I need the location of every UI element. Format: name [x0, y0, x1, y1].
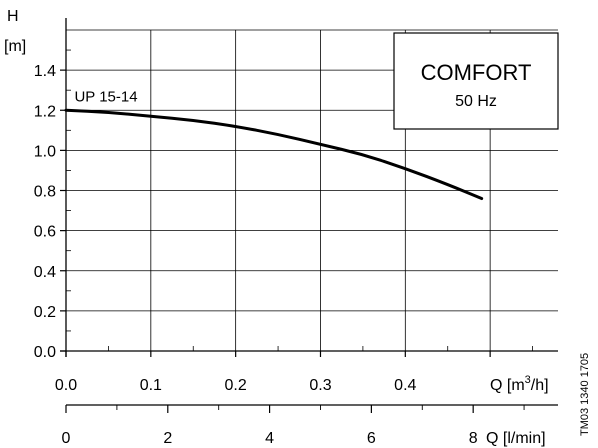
legend-box-frame — [393, 32, 559, 130]
axes — [60, 18, 558, 357]
x-axis-label-suffix: /h] — [531, 377, 549, 394]
series-label-up-15-14: UP 15-14 — [74, 88, 137, 105]
y-tick-label: 1.2 — [34, 103, 56, 120]
x-tick-label: 0.0 — [55, 377, 77, 394]
y-tick-label: 0.2 — [34, 304, 56, 321]
y-tick-label: 0.8 — [34, 184, 56, 201]
legend-box-title: COMFORT — [421, 60, 532, 85]
y-tick-label: 1.4 — [34, 63, 56, 80]
x-tick-labels: 0.0 0.1 0.2 0.3 0.4 — [55, 377, 417, 394]
y-tick-label: 0.6 — [34, 224, 56, 241]
x-axis-label-flow: Q [m3/h] — [490, 374, 549, 394]
x2-tick-label: 6 — [367, 430, 376, 447]
x-axis-label-sup: 3 — [525, 374, 531, 386]
series-line-up-15-14 — [64, 108, 484, 201]
x-tick-label: 0.2 — [225, 377, 247, 394]
y-tick-label: 0.4 — [34, 264, 56, 281]
x2-tick-label: 0 — [62, 430, 71, 447]
y-tick-labels: 0.0 0.2 0.4 0.6 0.8 1.0 1.2 1.4 — [34, 63, 56, 361]
y-tick-label: 1.0 — [34, 143, 56, 160]
legend-box-subtitle: 50 Hz — [455, 93, 497, 110]
x-tick-label: 0.4 — [394, 377, 416, 394]
minor-ticks — [66, 49, 533, 351]
x2-axis-label: Q [l/min] — [486, 430, 546, 447]
y-axis-label-unit: [m] — [4, 38, 26, 55]
x-tick-label: 0.1 — [140, 377, 162, 394]
watermark-text: TM03 1340 1705 — [579, 353, 591, 436]
legend-box: COMFORT 50 Hz — [393, 32, 559, 130]
x2-tick-label: 2 — [163, 430, 172, 447]
grid-lines — [66, 29, 558, 351]
y-axis-label-h: H — [7, 8, 19, 25]
x2-tick-label: 8 — [469, 430, 478, 447]
x-tick-label: 0.3 — [309, 377, 331, 394]
series-lines: UP 15-14 — [64, 88, 484, 201]
y-tick-label: 0.0 — [34, 344, 56, 361]
x-axis-label-prefix: Q [m — [490, 377, 525, 394]
x2-tick-label: 4 — [265, 430, 274, 447]
secondary-axis: 0 2 4 6 8 — [62, 404, 558, 447]
